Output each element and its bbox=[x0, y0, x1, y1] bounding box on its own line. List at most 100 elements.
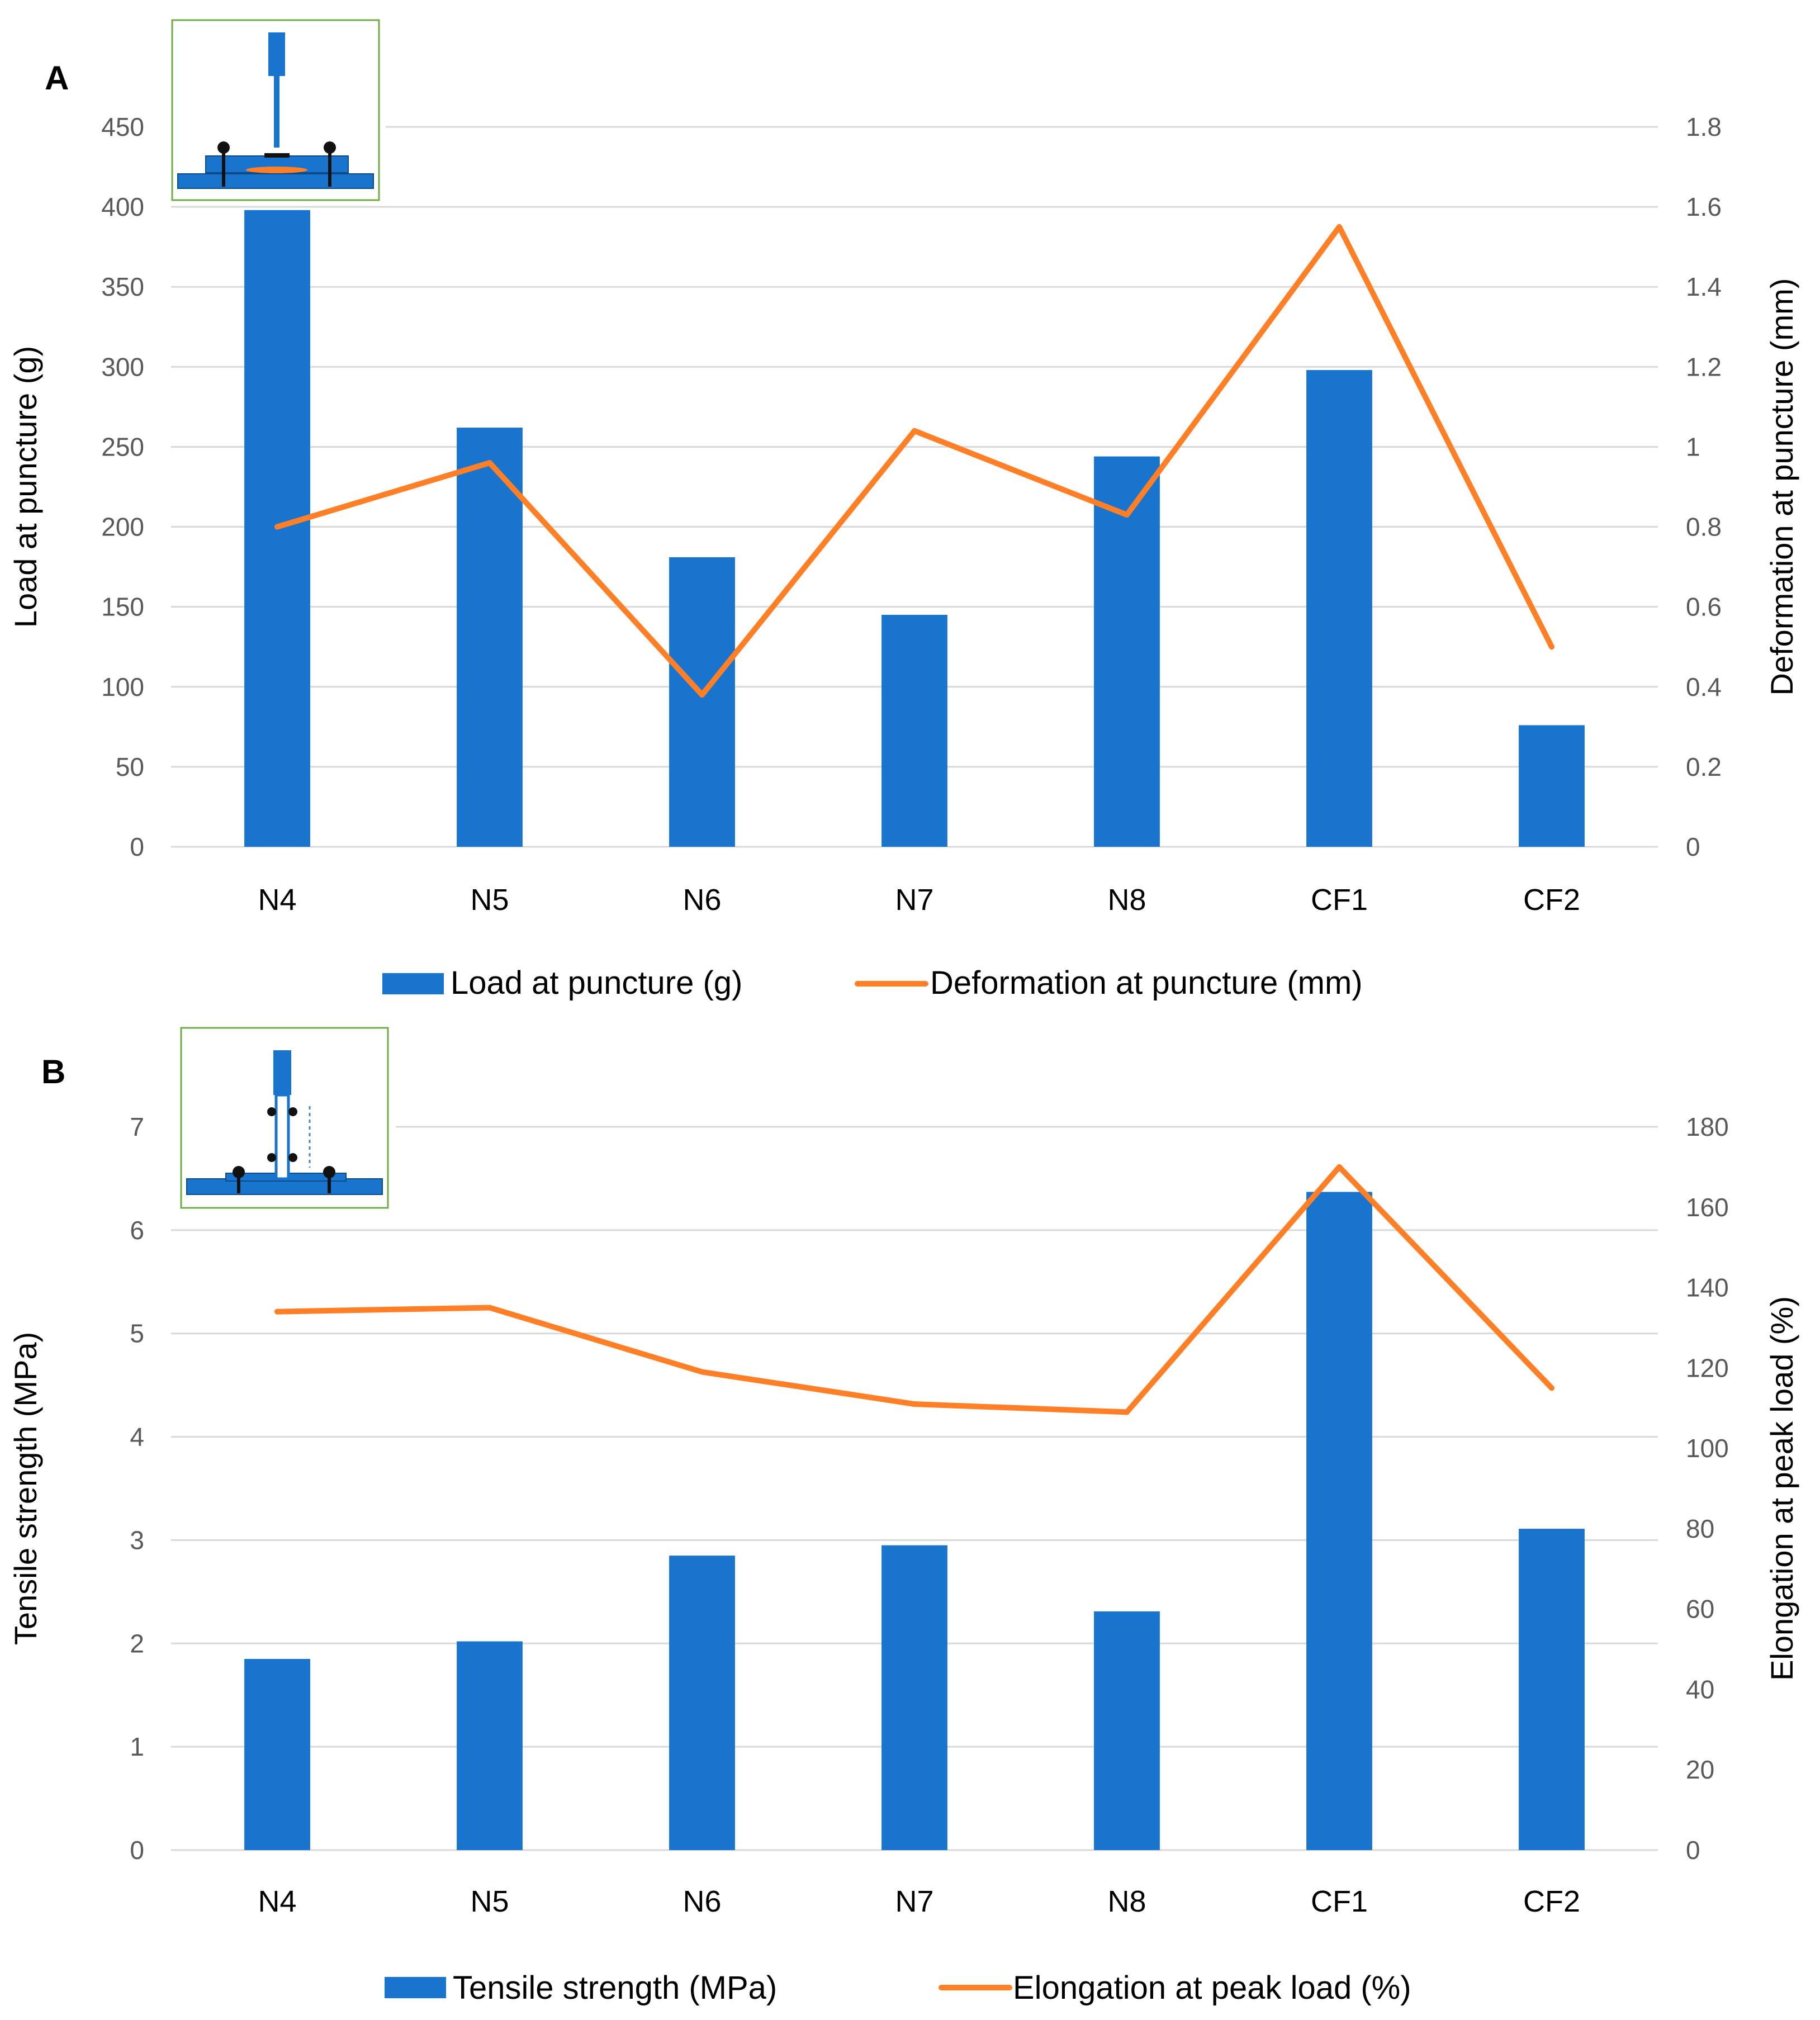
y2-tick-label: 1.4 bbox=[1686, 272, 1722, 301]
y-tick-label: 7 bbox=[130, 1112, 144, 1141]
bar-cf1 bbox=[1306, 370, 1372, 847]
bar-cf1 bbox=[1306, 1192, 1372, 1850]
y2-tick-label: 180 bbox=[1686, 1112, 1729, 1141]
category-label: N4 bbox=[258, 1885, 296, 1918]
category-label: N5 bbox=[470, 1885, 509, 1918]
legend-label-bar: Load at puncture (g) bbox=[451, 965, 742, 1001]
y-tick-label: 100 bbox=[101, 672, 144, 701]
panel-b: 0 1 2 3 4 5 6 7 0 20 40 60 80 100 120 140 160 180 N4 N5 N6 N7… bbox=[8, 1027, 1799, 2006]
y2-tick-label: 0.4 bbox=[1686, 672, 1722, 701]
lower-bolt-right bbox=[288, 1153, 297, 1162]
probe-head bbox=[268, 32, 285, 76]
y2-tick-label: 80 bbox=[1686, 1514, 1714, 1543]
upper-bolt-left bbox=[267, 1107, 276, 1116]
bar-n5 bbox=[457, 1641, 523, 1850]
line-point-n6 bbox=[699, 1369, 705, 1375]
y-axis-title: Load at puncture (g) bbox=[8, 346, 43, 628]
y2-tick-label: 160 bbox=[1686, 1193, 1729, 1222]
y2-tick-label: 0.6 bbox=[1686, 592, 1722, 622]
y-tick-label: 2 bbox=[130, 1629, 144, 1658]
y2-tick-label: 20 bbox=[1686, 1755, 1714, 1784]
y-tick-label: 400 bbox=[101, 192, 144, 221]
legend-label-line: Deformation at puncture (mm) bbox=[930, 965, 1363, 1001]
y-tick-label: 0 bbox=[130, 1836, 144, 1865]
legend-label-line: Elongation at peak load (%) bbox=[1013, 1970, 1411, 2006]
y2-tick-label: 0.8 bbox=[1686, 513, 1722, 542]
y-tick-label: 50 bbox=[116, 752, 144, 781]
sample-film bbox=[246, 167, 307, 173]
line-point-cf2 bbox=[1549, 644, 1554, 650]
bar-n7 bbox=[881, 1545, 947, 1850]
upper-grip bbox=[273, 1050, 291, 1095]
y2-tick-label: 1.8 bbox=[1686, 112, 1722, 141]
y-tick-label: 450 bbox=[101, 112, 144, 141]
legend-label-bar: Tensile strength (MPa) bbox=[453, 1970, 777, 2006]
tensile-test-icon bbox=[180, 1027, 389, 1209]
bar-n4 bbox=[244, 1659, 310, 1850]
y2-tick-label: 0 bbox=[1686, 832, 1700, 861]
category-label: CF1 bbox=[1311, 883, 1368, 917]
category-label: N5 bbox=[470, 883, 509, 917]
y-tick-label: 200 bbox=[101, 513, 144, 542]
category-label: N8 bbox=[1107, 883, 1146, 917]
y2-tick-label: 1.6 bbox=[1686, 192, 1722, 221]
category-label: N6 bbox=[682, 883, 721, 917]
bar-n8 bbox=[1094, 456, 1160, 847]
y2-tick-label: 1.2 bbox=[1686, 352, 1722, 381]
y2-tick-label: 1 bbox=[1686, 432, 1700, 461]
y-tick-label: 0 bbox=[130, 832, 144, 861]
y-tick-label: 150 bbox=[101, 592, 144, 622]
sample-strip bbox=[274, 1093, 290, 1180]
y2-tick-label: 0.2 bbox=[1686, 752, 1722, 781]
legend-swatch-bar bbox=[385, 1977, 446, 1998]
probe-rod bbox=[274, 76, 279, 148]
category-label: N6 bbox=[682, 1885, 721, 1918]
line-point-n7 bbox=[912, 428, 917, 434]
bar-n6 bbox=[669, 557, 735, 847]
probe-tip bbox=[264, 153, 290, 158]
category-label: CF2 bbox=[1523, 1885, 1580, 1918]
legend-swatch-bar bbox=[382, 973, 444, 994]
y2-tick-label: 60 bbox=[1686, 1595, 1714, 1624]
base-plate bbox=[186, 1178, 383, 1195]
bar-n5 bbox=[457, 428, 523, 847]
category-label: N7 bbox=[895, 883, 933, 917]
bar-cf2 bbox=[1519, 1529, 1585, 1850]
line-point-n8 bbox=[1124, 1409, 1130, 1415]
y-tick-label: 5 bbox=[130, 1319, 144, 1348]
line-point-n4 bbox=[274, 524, 280, 530]
bolt-shaft-left bbox=[237, 1172, 240, 1193]
bar-n6 bbox=[669, 1556, 735, 1850]
line-point-cf2 bbox=[1549, 1385, 1554, 1391]
y-tick-label: 350 bbox=[101, 272, 144, 301]
y-tick-label: 3 bbox=[130, 1525, 144, 1554]
upper-bolt-right bbox=[288, 1107, 297, 1116]
line-point-n8 bbox=[1124, 512, 1130, 518]
y2-axis-title: Elongation at peak load (%) bbox=[1764, 1296, 1799, 1681]
panel-a: 0 50 100 150 200 250 300 350 400 450 0 0.2 0.4 0.6 0.8… bbox=[8, 19, 1799, 1001]
bar-cf2 bbox=[1519, 725, 1585, 847]
base-plate bbox=[177, 173, 374, 189]
line-point-n5 bbox=[487, 460, 492, 466]
panel-label: B bbox=[41, 1053, 65, 1090]
line-point-n5 bbox=[487, 1305, 492, 1311]
bolt-shaft-left bbox=[222, 148, 225, 187]
y-tick-label: 300 bbox=[101, 352, 144, 381]
panel-label: A bbox=[45, 59, 69, 97]
bar-n7 bbox=[881, 614, 947, 847]
y-tick-label: 6 bbox=[130, 1216, 144, 1245]
y-tick-label: 1 bbox=[130, 1732, 144, 1761]
category-label: N4 bbox=[258, 883, 296, 917]
category-label: N7 bbox=[895, 1885, 933, 1918]
puncture-test-icon bbox=[171, 19, 380, 201]
bolt-shaft-right bbox=[328, 1172, 331, 1193]
line-point-cf1 bbox=[1336, 1164, 1342, 1170]
lower-bolt-left bbox=[267, 1153, 276, 1162]
y2-tick-label: 40 bbox=[1686, 1675, 1714, 1704]
bar-n8 bbox=[1094, 1611, 1160, 1850]
y2-tick-label: 140 bbox=[1686, 1273, 1729, 1302]
y-axis-title: Tensile strength (MPa) bbox=[8, 1332, 43, 1645]
line-point-n7 bbox=[912, 1401, 917, 1407]
category-label: CF2 bbox=[1523, 883, 1580, 917]
